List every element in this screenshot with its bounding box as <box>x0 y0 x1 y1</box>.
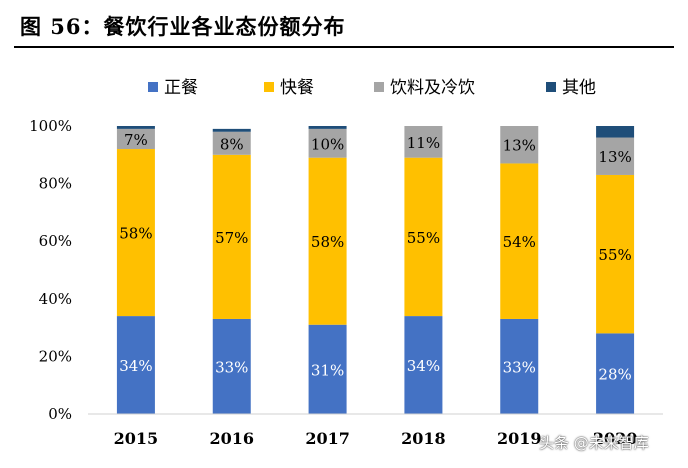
bar-segment <box>308 126 347 129</box>
legend-swatch <box>374 82 384 92</box>
legend-swatch <box>148 82 158 92</box>
data-label: 57% <box>215 229 248 247</box>
legend-label: 快餐 <box>280 78 314 98</box>
y-tick-label: 80% <box>39 175 72 193</box>
bar-segment <box>116 128 155 150</box>
bar-segment <box>404 126 443 158</box>
bar-segment <box>596 174 635 334</box>
bar-segment <box>116 316 155 414</box>
bar-segment <box>500 126 539 164</box>
data-label: 11% <box>407 134 440 152</box>
watermark: 头条 @未来智库 <box>539 434 649 452</box>
legend-swatch <box>264 82 274 92</box>
data-label: 28% <box>598 366 631 384</box>
title-rule <box>14 46 674 48</box>
bar-segment <box>500 163 539 319</box>
x-axis: 2015 2016 2017 2018 2019 2020 <box>88 413 663 448</box>
bar-segment <box>596 126 635 138</box>
x-tick-label: 2019 <box>497 429 542 448</box>
data-label: 54% <box>503 233 536 251</box>
bar-segment <box>308 128 347 158</box>
bar-segment <box>116 126 155 129</box>
data-label: 55% <box>407 229 440 247</box>
y-tick-label: 60% <box>39 232 72 250</box>
y-tick-label: 0% <box>48 405 72 423</box>
y-axis: 0% 20% 40% 60% 80% 100% <box>29 117 72 423</box>
bar-segment <box>212 128 251 132</box>
bars: 34% 58% 7% 33% 57% 8% 31% 58% 10% 34% 55% 11% 33% 54%… <box>116 126 635 414</box>
x-tick-label: 2016 <box>209 429 254 448</box>
y-tick-label: 100% <box>29 117 72 135</box>
x-tick-label: 2018 <box>401 429 446 448</box>
data-label: 13% <box>598 148 631 166</box>
data-label: 13% <box>503 137 536 155</box>
data-label: 31% <box>311 361 344 379</box>
data-label: 8% <box>220 135 244 153</box>
figure-title: 图 56：餐饮行业各业态份额分布 <box>20 14 346 39</box>
legend-label: 正餐 <box>164 78 198 98</box>
data-label: 34% <box>407 357 440 375</box>
legend-label: 饮料及冷饮 <box>390 78 475 98</box>
x-tick-label: 2015 <box>114 429 159 448</box>
data-label: 7% <box>124 131 148 149</box>
bar-segment <box>596 333 635 414</box>
bar-segment <box>212 318 251 414</box>
bar-segment <box>212 154 251 319</box>
bar-segment <box>308 157 347 325</box>
data-label: 58% <box>119 225 152 243</box>
data-label: 58% <box>311 233 344 251</box>
y-tick-label: 40% <box>39 290 72 308</box>
bar-segment <box>500 318 539 414</box>
bar-segment <box>212 131 251 155</box>
data-label: 34% <box>119 357 152 375</box>
y-tick-label: 20% <box>39 347 72 365</box>
bar-segment <box>404 316 443 414</box>
data-label: 10% <box>311 135 344 153</box>
legend-label: 其他 <box>562 78 596 98</box>
legend-swatch <box>546 82 556 92</box>
data-label: 33% <box>215 358 248 376</box>
bar-segment <box>308 324 347 414</box>
bar-segment <box>596 137 635 175</box>
x-tick-label: 2017 <box>305 429 350 448</box>
bar-segment <box>116 149 155 317</box>
bar-segment <box>404 157 443 317</box>
x-tick-label: 2020 <box>593 429 638 448</box>
data-label: 55% <box>598 246 631 264</box>
legend: 正餐 快餐 饮料及冷饮 其他 <box>148 78 596 98</box>
data-label: 33% <box>503 358 536 376</box>
